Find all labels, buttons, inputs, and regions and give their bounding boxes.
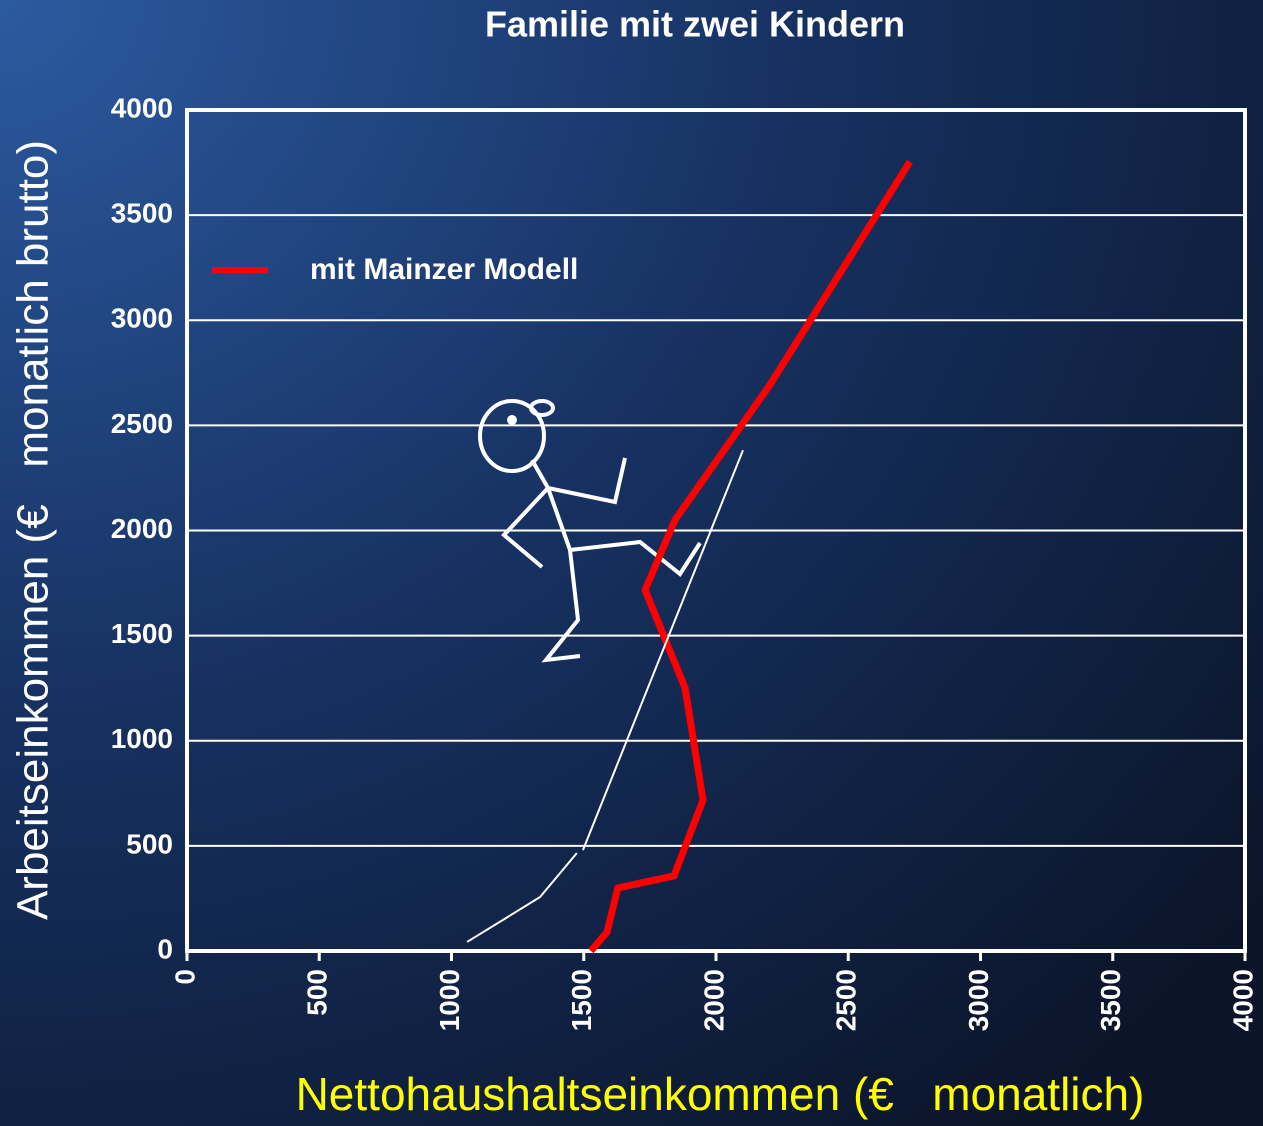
x-tick-label: 1000	[434, 969, 465, 1031]
chart: Familie mit zwei Kindern Nettohaushaltse…	[0, 0, 1263, 1126]
y-axis-label: Arbeitseinkommen (€ monatlich brutto)	[9, 140, 58, 920]
x-tick-label: 500	[302, 969, 333, 1016]
y-tick-label: 2000	[111, 513, 173, 544]
y-tick-label: 4000	[111, 92, 173, 123]
x-tick-label: 2000	[698, 969, 729, 1031]
y-tick-label: 3000	[111, 303, 173, 334]
y-tick-label: 3500	[111, 198, 173, 229]
y-tick-label: 1500	[111, 618, 173, 649]
y-tick-label: 0	[157, 933, 173, 964]
background	[0, 0, 1263, 1126]
x-tick-label: 2500	[831, 969, 862, 1031]
chart-title: Familie mit zwei Kindern	[485, 4, 905, 45]
x-tick-label: 4000	[1227, 969, 1258, 1031]
x-tick-label: 3000	[963, 969, 994, 1031]
x-tick-label: 0	[169, 969, 200, 985]
page: Familie mit zwei Kindern Nettohaushaltse…	[0, 0, 1263, 1126]
y-tick-label: 2500	[111, 408, 173, 439]
legend-label: mit Mainzer Modell	[310, 253, 578, 286]
y-tick-label: 1000	[111, 723, 173, 754]
x-axis-label: Nettohaushaltseinkommen (€ monatlich)	[296, 1068, 1145, 1120]
y-tick-label: 500	[126, 828, 173, 859]
x-tick-label: 1500	[566, 969, 597, 1031]
x-tick-label: 3500	[1095, 969, 1126, 1031]
